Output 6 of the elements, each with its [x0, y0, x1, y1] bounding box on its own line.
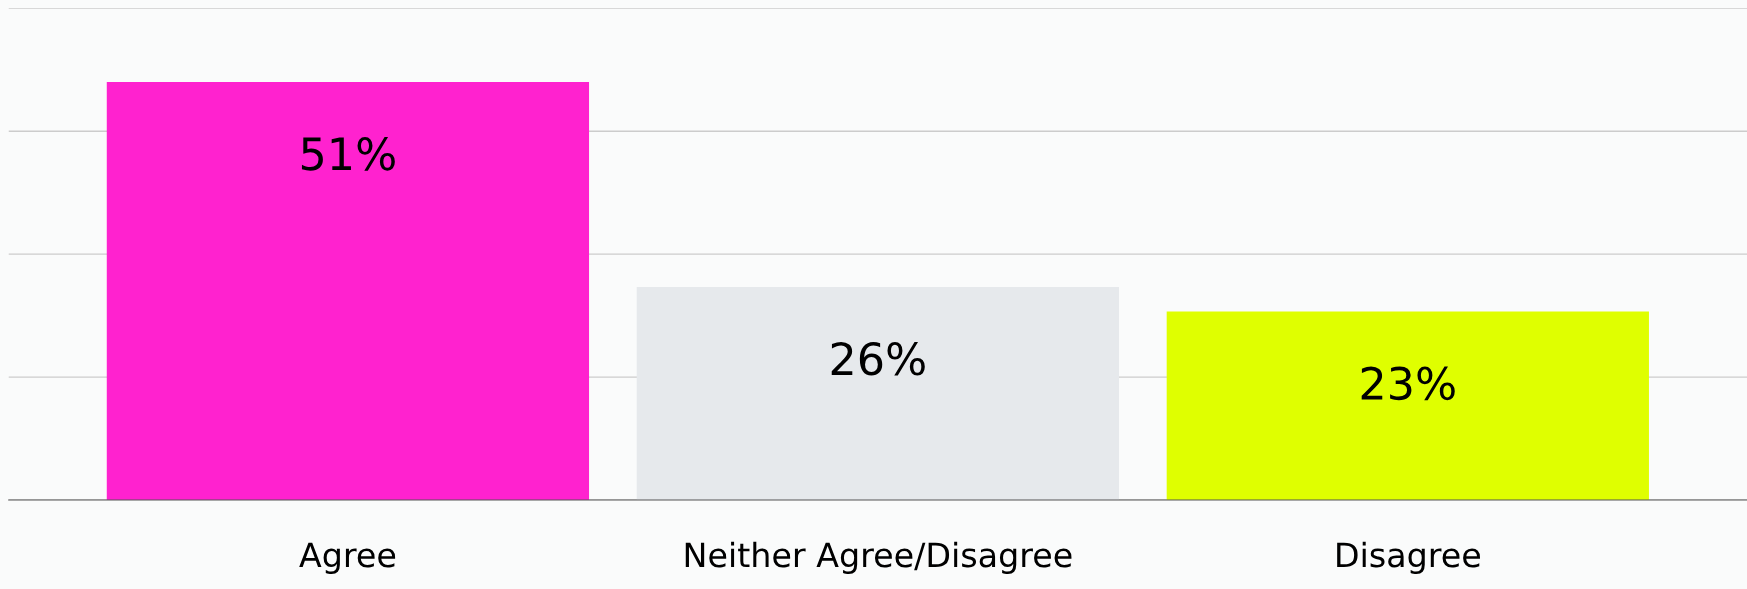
data-label: 26% — [831, 341, 925, 376]
x-tick-label: Agree — [299, 542, 396, 574]
x-tick-label: Neither Agree/Disagree — [685, 541, 1072, 574]
x-tick-label: Disagree — [1337, 541, 1480, 574]
data-label: 23% — [1361, 366, 1455, 401]
data-label: 51% — [301, 137, 395, 171]
